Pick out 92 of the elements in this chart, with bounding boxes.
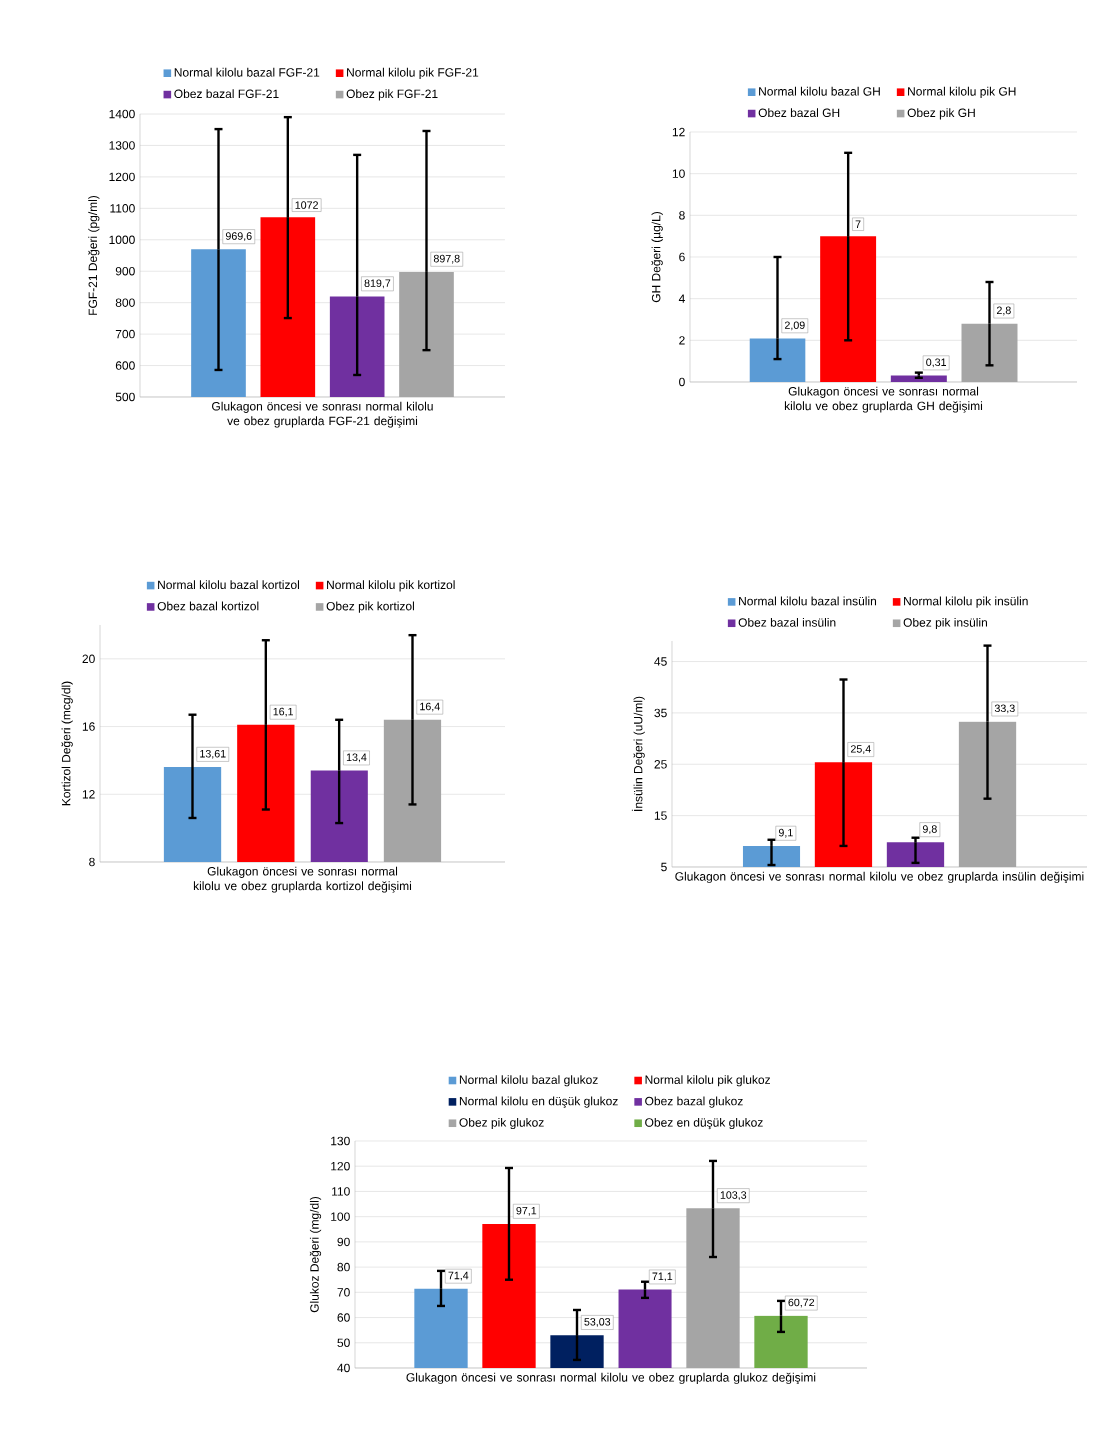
x-tick-label: Glukagon öncesi ve sonrası normal kilolu ve obez gruplarda FGF-21 değişimi <box>212 401 433 428</box>
data-label: 897,8 <box>433 254 460 264</box>
legend-label: Obez pik insülin <box>903 617 987 630</box>
x-tick-label: Glukagon öncesi ve sonrası normal kilolu ve obez gruplarda kortizol değişimi <box>193 866 412 893</box>
y-tick-label: 90 <box>337 1237 350 1247</box>
data-label: 7 <box>855 220 861 228</box>
y-tick-label: 45 <box>654 657 667 666</box>
x-tick-label: Glukagon öncesi ve sonrası normal kilolu ve obez gruplarda insülin değişimi <box>675 871 1084 884</box>
data-label: 0,31 <box>926 358 947 368</box>
data-label: 53,03 <box>584 1318 611 1327</box>
y-axis-title: GH Değeri (µg/L) <box>651 211 663 303</box>
y-tick-label: 80 <box>337 1262 350 1272</box>
data-label: 1072 <box>295 201 318 209</box>
x-tick-label: Glukagon öncesi ve sonrası normal kilolu ve obez gruplarda glukoz değişimi <box>406 1372 816 1385</box>
y-tick-label: 1300 <box>109 141 135 150</box>
y-tick-label: 6 <box>679 252 685 262</box>
y-tick-label: 15 <box>654 811 667 820</box>
y-tick-label: 8 <box>679 211 685 220</box>
legend-label: Obez bazal glukoz <box>645 1096 743 1108</box>
y-tick-label: 12 <box>82 790 95 799</box>
y-tick-label: 16 <box>82 722 95 731</box>
legend-label: Obez bazal GH <box>758 108 840 118</box>
data-label: 13,4 <box>346 753 367 763</box>
legend-label: Obez bazal FGF-21 <box>174 89 279 99</box>
y-tick-label: 800 <box>115 298 135 307</box>
y-tick-label: 110 <box>332 1187 350 1196</box>
legend-label: Normal kilolu pik FGF-21 <box>347 67 479 80</box>
y-tick-label: 700 <box>115 329 135 339</box>
legend-label: Normal kilolu bazal GH <box>759 86 880 96</box>
y-tick-label: 35 <box>654 708 667 718</box>
y-axis-title: İnsülin Değeri (uU/ml) <box>631 696 645 811</box>
y-tick-label: 60 <box>337 1313 350 1322</box>
data-label: 13,61 <box>200 749 226 759</box>
legend-label: Normal kilolu pik GH <box>908 86 1016 99</box>
data-label: 9,8 <box>922 825 937 835</box>
y-tick-label: 40 <box>337 1363 350 1373</box>
y-tick-label: 8 <box>89 857 95 867</box>
y-tick-label: 900 <box>115 266 135 276</box>
y-tick-label: 130 <box>331 1136 350 1146</box>
y-tick-label: 600 <box>115 361 135 370</box>
y-tick-label: 1000 <box>109 235 135 245</box>
data-label: 16,1 <box>273 707 293 717</box>
y-tick-label: 20 <box>82 654 95 664</box>
legend-label: Normal kilolu bazal kortizol <box>158 580 299 590</box>
data-label: 71,4 <box>448 1271 469 1281</box>
legend-label: Obez pik glukoz <box>459 1117 544 1130</box>
y-tick-label: 2 <box>679 336 685 345</box>
legend-label: Normal kilolu bazal insülin <box>739 596 877 606</box>
y-tick-label: 100 <box>331 1212 350 1221</box>
data-label: 819,7 <box>364 279 391 289</box>
bar <box>749 338 806 382</box>
legend-label: Normal kilolu pik insülin <box>904 596 1028 608</box>
y-tick-label: 1400 <box>109 109 135 119</box>
data-label: 25,4 <box>850 745 871 754</box>
y-axis-title: FGF-21 Değeri (pg/ml) <box>88 195 100 315</box>
data-label: 2,09 <box>784 321 805 331</box>
legend-label: Normal kilolu bazal glukoz <box>459 1075 598 1087</box>
legend-label: Normal kilolu bazal FGF-21 <box>174 67 320 77</box>
legend-label: Normal kilolu pik kortizol <box>327 580 455 592</box>
y-tick-label: 1100 <box>110 204 135 213</box>
legend-label: Normal kilolu pik glukoz <box>645 1075 770 1087</box>
y-tick-label: 120 <box>331 1161 350 1171</box>
data-label: 2,8 <box>996 306 1011 316</box>
bar <box>890 375 947 382</box>
legend-label: Obez bazal insülin <box>738 617 836 627</box>
data-label: 60,72 <box>788 1298 815 1308</box>
y-tick-label: 4 <box>678 294 685 303</box>
data-label: 33,3 <box>994 704 1015 714</box>
y-tick-label: 5 <box>661 862 667 872</box>
legend-label: Obez pik FGF-21 <box>346 89 438 101</box>
y-tick-label: 50 <box>337 1338 350 1348</box>
data-label: 103,3 <box>720 1191 747 1201</box>
legend-label: Obez pik kortizol <box>326 601 414 613</box>
y-tick-label: 0 <box>679 377 685 387</box>
data-label: 969,6 <box>225 232 252 242</box>
legend-label: Obez en düşük glukoz <box>645 1117 763 1130</box>
y-tick-label: 25 <box>654 760 667 769</box>
y-tick-label: 12 <box>672 127 685 137</box>
legend-label: Normal kilolu en düşük glukoz <box>459 1096 618 1108</box>
y-tick-label: 1200 <box>109 172 135 182</box>
data-label: 97,1 <box>516 1206 537 1216</box>
x-tick-label: Glukagon öncesi ve sonrası normal kilolu ve obez gruplarda GH değişimi <box>784 386 983 413</box>
data-label: 71,1 <box>652 1272 673 1282</box>
y-tick-label: 500 <box>115 392 135 402</box>
data-label: 16,4 <box>420 702 440 712</box>
data-label: 9,1 <box>778 828 793 838</box>
y-axis-title: Glukoz Değeri (mg/dl) <box>309 1196 322 1313</box>
legend-label: Obez bazal kortizol <box>157 601 259 611</box>
legend-label: Obez pik GH <box>907 108 975 120</box>
y-tick-label: 70 <box>337 1288 350 1297</box>
y-axis-title: Kortizol Değeri (mcg/dl) <box>61 681 73 806</box>
y-tick-label: 10 <box>672 169 685 178</box>
